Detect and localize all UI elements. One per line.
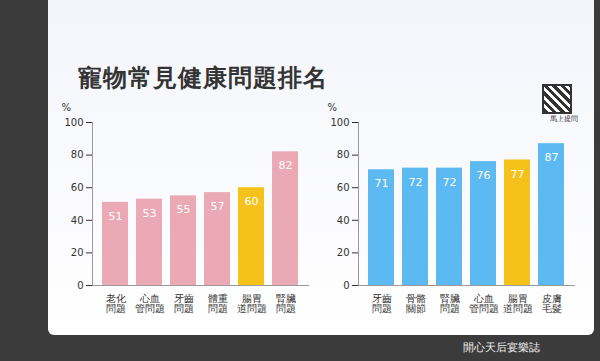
svg-text:72: 72 [443, 176, 457, 189]
svg-text:51: 51 [109, 210, 123, 223]
svg-text:100: 100 [64, 117, 83, 128]
svg-text:40: 40 [337, 215, 350, 226]
svg-text:60: 60 [245, 195, 259, 208]
svg-text:0: 0 [343, 280, 349, 291]
svg-text:老化問題: 老化問題 [106, 293, 126, 314]
svg-text:%: % [328, 102, 338, 113]
html-text:馬上提問: 馬上提問 [550, 115, 578, 123]
svg-text:腸胃道問題: 腸胃道問題 [237, 293, 267, 314]
svg-text:72: 72 [409, 176, 423, 189]
svg-text:腎臟問題: 腎臟問題 [276, 293, 296, 314]
svg-text:82: 82 [279, 159, 293, 172]
svg-text:53: 53 [143, 207, 157, 220]
svg-text:20: 20 [337, 247, 350, 258]
svg-text:0: 0 [77, 280, 83, 291]
svg-text:60: 60 [71, 182, 84, 193]
svg-text:80: 80 [337, 149, 350, 160]
svg-text:87: 87 [545, 151, 559, 164]
svg-text:牙齒問題: 牙齒問題 [174, 293, 194, 314]
svg-text:腎臟問題: 腎臟問題 [440, 293, 460, 314]
svg-text:骨骼關節: 骨骼關節 [406, 293, 426, 314]
svg-text:71: 71 [375, 177, 389, 190]
svg-text:60: 60 [337, 182, 350, 193]
svg-text:40: 40 [71, 215, 84, 226]
svg-text:%: % [62, 102, 72, 113]
svg-text:76: 76 [477, 169, 491, 182]
svg-text:100: 100 [330, 117, 349, 128]
svg-text:體重問題: 體重問題 [208, 293, 228, 314]
svg-text:腸胃道問題: 腸胃道問題 [503, 293, 533, 314]
html-text:寵物常見健康問題排名: 寵物常見健康問題排名 [78, 64, 328, 92]
html-text:開心天后宴樂誌: 開心天后宴樂誌 [463, 341, 540, 354]
svg-text:牙齒問題: 牙齒問題 [372, 293, 392, 314]
svg-text:80: 80 [71, 149, 84, 160]
svg-text:57: 57 [211, 200, 225, 213]
svg-text:心血管問題: 心血管問題 [135, 293, 165, 314]
svg-text:皮膚毛髮: 皮膚毛髮 [542, 293, 562, 314]
svg-text:77: 77 [511, 168, 525, 181]
svg-text:心血管問題: 心血管問題 [469, 293, 499, 314]
svg-text:20: 20 [71, 247, 84, 258]
svg-text:55: 55 [177, 203, 191, 216]
